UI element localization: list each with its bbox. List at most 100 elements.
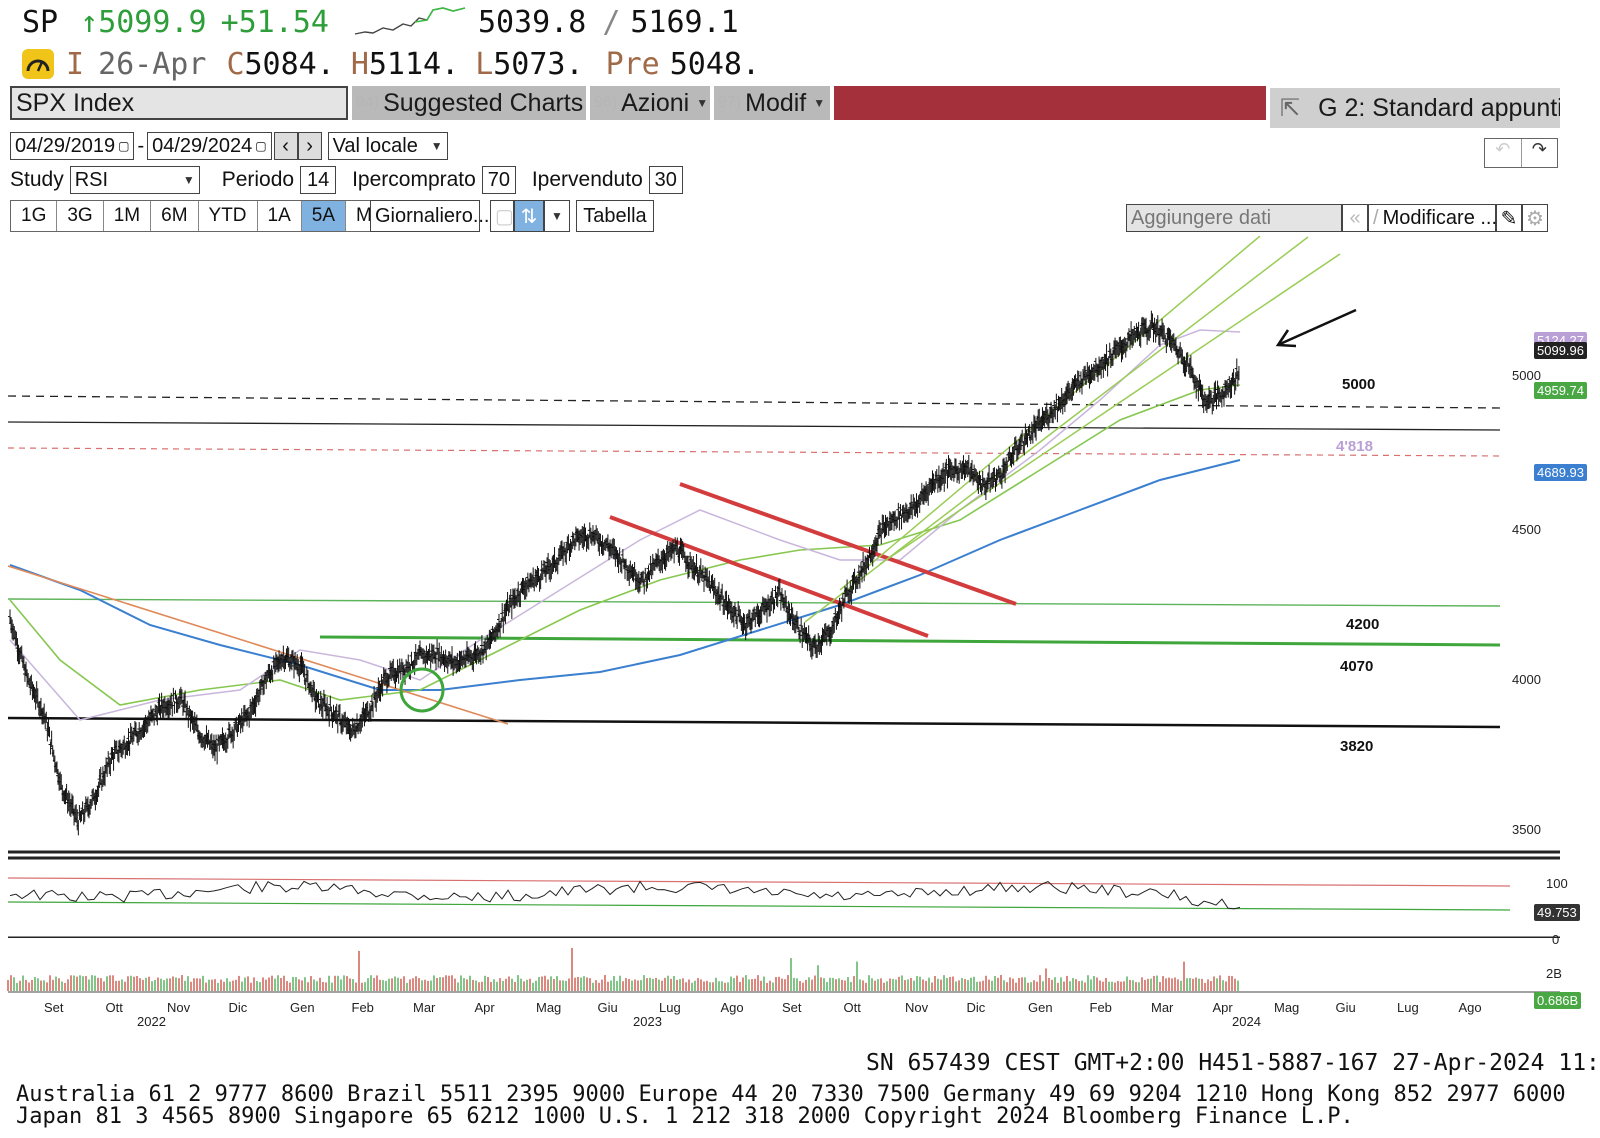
security-field[interactable]: SPX Index bbox=[10, 86, 348, 120]
period-button-5a[interactable]: 5A bbox=[301, 201, 347, 231]
rsi-value-tag: 49.753 bbox=[1534, 904, 1580, 921]
undo-button[interactable]: ↶ bbox=[1485, 139, 1522, 167]
contact-line-2: Japan 81 3 4565 8900 Singapore 65 6212 1… bbox=[16, 1104, 1354, 1129]
quote-date: 26-Apr bbox=[98, 46, 207, 82]
x-month-label: Gen bbox=[1028, 1000, 1053, 1015]
date-to-input[interactable]: 04/29/2024 ▢ bbox=[147, 132, 272, 160]
settings-button[interactable]: ⚙ bbox=[1522, 204, 1548, 232]
x-month-label: Dic bbox=[228, 1000, 248, 1015]
session-info: SN 657439 CEST GMT+2:00 H451-5887-167 27… bbox=[866, 1050, 1600, 1076]
rsi-panel bbox=[7, 856, 1560, 938]
modif-menu[interactable]: 97) Modif ▼ bbox=[714, 86, 830, 120]
period-button-1a[interactable]: 1A bbox=[257, 201, 302, 231]
x-month-label: Set bbox=[782, 1000, 802, 1015]
level-4818-label: 4'818 bbox=[1336, 438, 1373, 455]
pre-value: 5048. bbox=[669, 46, 761, 82]
low-label: L bbox=[475, 46, 494, 82]
ohlc-bars-icon: ⇅ bbox=[520, 205, 538, 228]
modify-button[interactable]: / Modificare ... bbox=[1368, 204, 1497, 232]
period-button-ytd[interactable]: YTD bbox=[198, 201, 258, 231]
x-month-label: Mar bbox=[413, 1000, 436, 1015]
indicator-label: I bbox=[66, 46, 85, 82]
bar-style-dropdown[interactable]: ▼ bbox=[544, 200, 570, 232]
menu-number: 94) bbox=[356, 94, 380, 111]
ticker: SP bbox=[22, 4, 59, 40]
period-input[interactable]: 14 bbox=[300, 166, 337, 194]
add-data-controls: Aggiungere dati « / Modificare ... ✎ ⚙ bbox=[1126, 204, 1548, 232]
period-value: 14 bbox=[306, 168, 330, 191]
calendar-icon[interactable]: ▢ bbox=[255, 139, 267, 153]
level-4200-line bbox=[7, 598, 1501, 607]
study-select[interactable]: RSI ▼ bbox=[69, 166, 200, 194]
level-4200-label: 4200 bbox=[1346, 616, 1380, 633]
price-chart[interactable] bbox=[0, 236, 1600, 856]
date-to-value: 04/29/2024 bbox=[152, 134, 253, 157]
date-from-value: 04/29/2019 bbox=[15, 134, 116, 157]
menu-number: 97) bbox=[718, 94, 742, 111]
contact-line-1: Australia 61 2 9777 8600 Brazil 5511 239… bbox=[16, 1082, 1566, 1107]
table-label: Tabella bbox=[583, 204, 647, 227]
date-range-controls: 04/29/2019 ▢ - 04/29/2024 ▢ ‹ › Val locale… bbox=[10, 132, 448, 160]
next-period-button[interactable]: › bbox=[297, 132, 322, 160]
y-tick-4500: 4500 bbox=[1512, 522, 1541, 537]
oversold-label: Ipervenduto bbox=[531, 168, 643, 191]
caret-down-icon: ▼ bbox=[551, 209, 563, 223]
range-separator: / bbox=[602, 4, 621, 40]
x-month-label: Set bbox=[44, 1000, 64, 1015]
oversold-input[interactable]: 30 bbox=[648, 166, 683, 194]
menu-label: Suggested Charts bbox=[383, 88, 584, 117]
frequency-select[interactable]: Giornaliero... bbox=[370, 200, 490, 232]
x-month-label: Dic bbox=[966, 1000, 986, 1015]
menu-number: 96) bbox=[594, 94, 618, 111]
prev-period-button[interactable]: ‹ bbox=[273, 132, 298, 160]
edit-chart-button[interactable]: ✎ bbox=[1496, 204, 1522, 232]
x-month-label: Lug bbox=[659, 1000, 681, 1015]
chevron-left-icon: ‹ bbox=[282, 134, 289, 157]
ma-50-line bbox=[9, 329, 1241, 721]
suggested-charts-menu[interactable]: 94) Suggested Charts ▼ bbox=[352, 86, 586, 120]
quote-line-2: I 26-Apr C 5084. H 5114. L 5073. Pre 504… bbox=[22, 44, 760, 84]
x-month-label: Giu bbox=[1335, 1000, 1356, 1015]
date-from-input[interactable]: 04/29/2019 ▢ bbox=[10, 132, 135, 160]
collapse-button[interactable]: « bbox=[1342, 204, 1368, 232]
chart-type-button[interactable]: ▢ bbox=[490, 200, 514, 232]
pre-label: Pre bbox=[605, 46, 660, 82]
range-low: 5039.8 bbox=[477, 4, 587, 40]
overbought-input[interactable]: 70 bbox=[481, 166, 516, 194]
table-button[interactable]: Tabella bbox=[576, 200, 654, 232]
x-month-label: Ago bbox=[720, 1000, 744, 1015]
highlight-circle bbox=[399, 667, 445, 713]
x-month-label: Giu bbox=[597, 1000, 618, 1015]
x-year-label: 2022 bbox=[137, 1014, 166, 1029]
y-tick-3500: 3500 bbox=[1512, 822, 1541, 837]
period-button-1g[interactable]: 1G bbox=[11, 201, 58, 231]
bar-style-button[interactable]: ⇅ bbox=[514, 200, 544, 232]
currency-value: Val locale bbox=[332, 134, 418, 157]
study-value: RSI bbox=[74, 168, 109, 191]
period-button-6m[interactable]: 6M bbox=[151, 201, 199, 231]
azioni-menu[interactable]: 96) Azioni ▼ bbox=[590, 86, 710, 120]
x-year-label: 2023 bbox=[633, 1014, 662, 1029]
x-month-label: Mag bbox=[536, 1000, 562, 1015]
period-button-3g[interactable]: 3G bbox=[57, 201, 104, 231]
template-menu[interactable]: ⇱ G 2: Standard appunti bbox=[1270, 88, 1560, 128]
currency-select[interactable]: Val locale ▼ bbox=[327, 132, 448, 160]
bars-icon: ▢ bbox=[495, 205, 514, 228]
edit-icon: ✎ bbox=[1500, 207, 1518, 230]
double-chevron-left-icon: « bbox=[1349, 206, 1361, 229]
x-month-label: Apr bbox=[474, 1000, 495, 1015]
x-month-label: Ago bbox=[1458, 1000, 1482, 1015]
volume-value-tag: 0.686B bbox=[1534, 992, 1582, 1009]
level-4070-label: 4070 bbox=[1340, 658, 1374, 675]
volume-scale: 2B bbox=[1546, 966, 1562, 981]
rsi-scale-0: 0 bbox=[1552, 932, 1560, 947]
redo-button[interactable]: ↷ bbox=[1531, 139, 1547, 159]
caret-down-icon: ▼ bbox=[430, 139, 443, 153]
study-controls: Study RSI ▼ Periodo 14 Ipercomprato 70 Ip… bbox=[10, 165, 683, 195]
frequency-value: Giornaliero... bbox=[375, 204, 490, 227]
sparkline-icon bbox=[354, 7, 466, 35]
x-axis: Set Ott Nov Dic Gen Feb Mar Apr Mag Giu Lug Ago Set O… bbox=[0, 1000, 1600, 1054]
period-button-1m[interactable]: 1M bbox=[103, 201, 152, 231]
calendar-icon[interactable]: ▢ bbox=[118, 139, 130, 153]
add-data-input[interactable]: Aggiungere dati bbox=[1126, 204, 1342, 232]
